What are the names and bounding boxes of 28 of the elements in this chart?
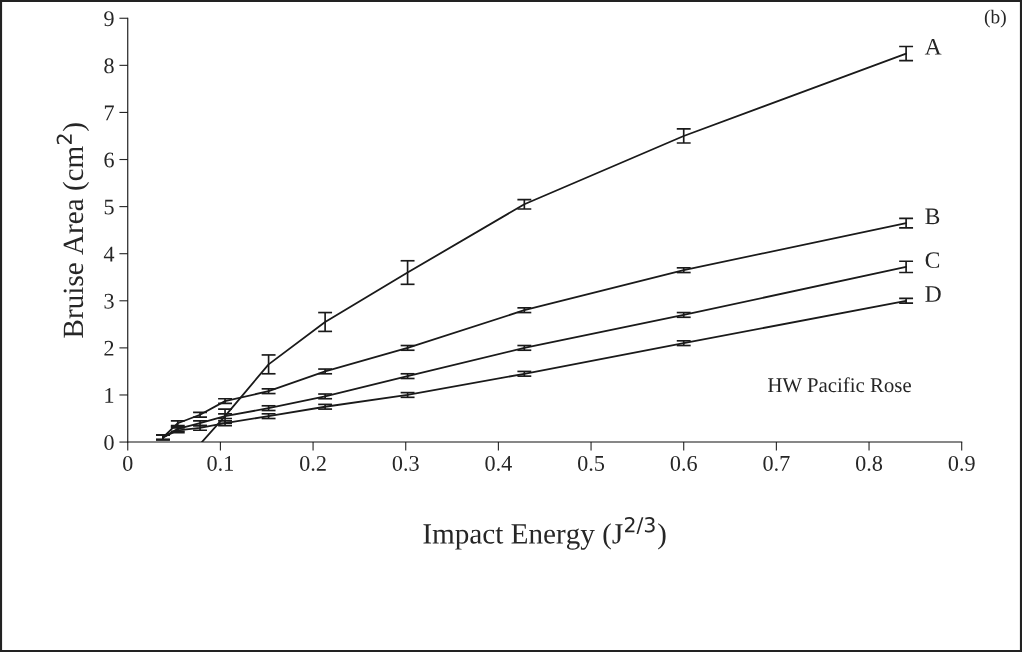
y-tick-label: 6 [104, 152, 114, 168]
y-tick-label: 0 [104, 434, 114, 450]
y-tick-label: 1 [105, 388, 114, 403]
x-tick-label: 0.1 [207, 455, 233, 471]
x-tick-label: 0.7 [763, 455, 790, 471]
x-tick-label: 0 [123, 455, 133, 471]
y-axis-title: Bruise Area (cm$^{2}$) [56, 123, 90, 338]
x-tick-label: 0.3 [392, 455, 419, 471]
x-tick-label: 0.6 [670, 455, 697, 471]
annotation: HW Pacific Rose [767, 377, 911, 393]
x-tick-label: 0.8 [856, 455, 883, 471]
x-axis-title: Impact Energy (J$^{2/3}$) [423, 517, 666, 550]
series-label: A [924, 38, 942, 55]
y-tick-label: 7 [104, 105, 114, 121]
y-tick-label: 3 [104, 293, 114, 309]
y-tick-label: 5 [104, 199, 114, 215]
x-tick-label: 0.5 [578, 455, 605, 471]
text: (b) [984, 9, 1006, 28]
x-tick-label: 0.4 [485, 455, 512, 471]
series-label: C [925, 252, 940, 269]
y-tick-label: 2 [104, 340, 114, 356]
x-tick-label: 0.2 [300, 455, 326, 471]
series-label: D [925, 286, 941, 302]
y-tick-label: 4 [103, 246, 115, 262]
series-label: B [925, 208, 940, 225]
x-tick-label: 0.9 [948, 455, 975, 471]
y-tick-label: 8 [104, 58, 114, 74]
y-tick-label: 9 [104, 11, 114, 27]
